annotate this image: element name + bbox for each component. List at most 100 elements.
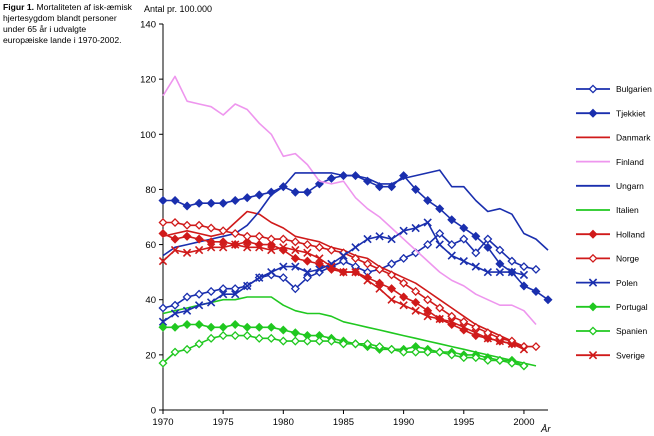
legend-marker: [588, 278, 598, 287]
data-point-polen: [315, 265, 324, 274]
caption-text: Mortaliteten af isk-æmisk hjertesygdom b…: [3, 2, 132, 45]
data-point-sverige: [194, 245, 204, 255]
data-point-polen: [327, 259, 336, 269]
data-point-spanien: [230, 331, 240, 341]
data-point-polen: [507, 267, 517, 277]
data-point-sverige: [170, 245, 180, 255]
data-point-bulgarien: [459, 234, 469, 244]
data-point-bulgarien: [206, 286, 216, 296]
data-point-norge: [278, 234, 288, 244]
x-axis-label: År: [540, 424, 551, 435]
data-point-polen: [435, 240, 444, 249]
legend-item-spanien: Spanien: [576, 326, 647, 336]
data-point-spanien: [411, 347, 421, 357]
data-point-holland: [399, 292, 409, 302]
data-point-tjekkiet: [170, 195, 180, 205]
series-italien: [162, 296, 537, 367]
data-point-spanien: [471, 353, 481, 363]
y-tick-label: 0: [151, 406, 156, 417]
data-point-spanien: [290, 336, 300, 346]
legend-item-tjekkiet: Tjekkiet: [576, 108, 646, 118]
data-point-holland: [290, 253, 300, 263]
data-point-polen: [255, 273, 264, 282]
data-point-tjekkiet: [290, 187, 300, 197]
data-point-polen: [279, 262, 288, 271]
data-point-holland: [411, 297, 421, 307]
data-point-tjekkiet: [158, 195, 168, 205]
legend-marker: [588, 326, 598, 336]
data-point-spanien: [338, 339, 348, 349]
legend-label: Danmark: [616, 133, 651, 143]
data-point-bulgarien: [230, 284, 240, 294]
data-point-bulgarien: [158, 303, 168, 313]
legend-item-polen: Polen: [576, 278, 638, 288]
data-point-sverige: [255, 243, 264, 252]
data-point-portugal: [254, 322, 264, 332]
data-point-norge: [254, 231, 264, 241]
data-point-bulgarien: [170, 300, 180, 310]
data-point-sverige: [435, 314, 444, 324]
legend-marker: [588, 302, 598, 312]
data-point-spanien: [495, 355, 505, 365]
data-point-spanien: [266, 333, 276, 343]
data-point-bulgarien: [338, 256, 348, 266]
data-point-spanien: [254, 333, 264, 343]
data-point-sverige: [363, 276, 372, 285]
data-point-norge: [471, 322, 481, 332]
data-point-bulgarien: [182, 292, 192, 302]
data-point-bulgarien: [302, 273, 312, 283]
data-point-spanien: [399, 347, 409, 357]
data-point-spanien: [519, 361, 529, 371]
data-point-norge: [363, 259, 373, 269]
data-point-holland: [218, 237, 228, 247]
data-point-tjekkiet: [206, 198, 216, 208]
data-point-sverige: [423, 312, 432, 321]
data-point-polen: [519, 270, 529, 280]
data-point-norge: [399, 278, 409, 288]
data-point-spanien: [218, 331, 228, 341]
data-point-sverige: [375, 284, 384, 293]
figure-caption: Figur 1. Mortaliteten af isk-æmisk hjert…: [3, 2, 133, 46]
data-point-polen: [399, 226, 408, 235]
data-point-polen: [447, 251, 456, 260]
data-point-norge: [302, 240, 312, 250]
data-point-norge: [230, 229, 240, 239]
data-point-tjekkiet: [459, 223, 469, 233]
data-point-norge: [326, 245, 336, 255]
data-point-tjekkiet: [230, 195, 240, 205]
legend-item-holland: Holland: [576, 229, 645, 239]
data-point-spanien: [302, 336, 312, 346]
data-point-polen: [218, 290, 228, 299]
data-point-portugal: [194, 320, 204, 330]
data-point-sverige: [303, 248, 312, 258]
series-line-finland: [162, 75, 537, 326]
legend-marker: [588, 351, 598, 360]
legend-item-bulgarien: Bulgarien: [576, 84, 652, 94]
data-point-sverige: [327, 262, 336, 271]
data-point-portugal: [242, 322, 252, 332]
data-point-tjekkiet: [447, 215, 457, 225]
data-point-sverige: [519, 345, 529, 354]
data-point-norge: [423, 295, 433, 305]
data-point-holland: [423, 306, 433, 316]
data-point-holland: [387, 284, 397, 294]
data-point-polen: [375, 232, 384, 241]
data-point-sverige: [267, 245, 276, 255]
data-point-norge: [375, 264, 385, 274]
y-tick-label: 100: [140, 130, 156, 141]
data-point-holland: [194, 234, 204, 244]
data-point-norge: [531, 342, 541, 352]
x-tick-label: 2000: [513, 417, 534, 428]
data-point-spanien: [375, 342, 385, 352]
data-point-tjekkiet: [326, 173, 336, 183]
data-point-tjekkiet: [194, 198, 204, 208]
data-point-holland: [314, 259, 324, 269]
data-point-polen: [206, 298, 216, 307]
data-point-norge: [158, 217, 168, 228]
data-point-tjekkiet: [218, 198, 228, 208]
data-point-portugal: [218, 322, 228, 332]
data-point-norge: [387, 270, 397, 280]
data-point-tjekkiet: [423, 195, 433, 205]
y-tick-label: 120: [140, 75, 156, 86]
